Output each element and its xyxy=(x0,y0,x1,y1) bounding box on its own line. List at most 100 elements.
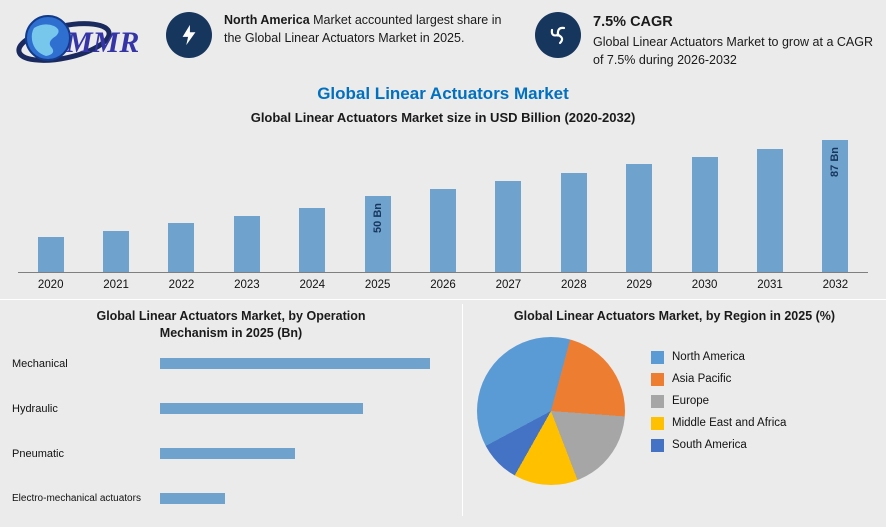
callout-rest-text: Market accounted largest share in the Gl… xyxy=(224,13,502,45)
hbar-1 xyxy=(160,403,363,415)
bar-2020 xyxy=(37,237,64,272)
operation-mechanism-title: Global Linear Actuators Market, by Opera… xyxy=(96,309,366,340)
xaxis-label-2027: 2027 xyxy=(495,279,522,291)
callout-cagr: 7.5% CAGR Global Linear Actuators Market… xyxy=(535,8,876,69)
hbar-2 xyxy=(160,448,295,460)
xaxis-label-2023: 2023 xyxy=(234,279,260,291)
bar-2021 xyxy=(103,231,130,272)
operation-mechanism-bars: Mechanical Hydraulic Pneumatic Electro-mech… xyxy=(0,358,462,505)
hbar-row: Pneumatic xyxy=(0,448,462,460)
legend-item: South America xyxy=(651,438,786,452)
section-divider xyxy=(0,299,886,300)
bottom-section: Global Linear Actuators Market, by Opera… xyxy=(0,304,886,516)
xaxis-label-2030: 2030 xyxy=(691,279,718,291)
legend-label: South America xyxy=(672,439,747,452)
operation-mechanism-chart: Global Linear Actuators Market, by Opera… xyxy=(0,304,462,516)
bar-value-label-2025: 50 Bn xyxy=(371,203,384,233)
cagr-description: Global Linear Actuators Market to grow a… xyxy=(593,35,873,67)
hbar-label: Hydraulic xyxy=(12,402,58,415)
region-chart: Global Linear Actuators Market, by Regio… xyxy=(463,304,886,516)
xaxis-label-2020: 2020 xyxy=(37,279,64,291)
bar-2030 xyxy=(691,157,718,272)
callout-bold-text: North America xyxy=(224,13,310,27)
bar-column-2028 xyxy=(541,133,606,272)
bar-2027 xyxy=(495,181,522,272)
xaxis-label-2028: 2028 xyxy=(561,279,587,291)
hbar-0 xyxy=(160,358,430,370)
legend-item: North America xyxy=(651,350,786,364)
legend-label: North America xyxy=(672,351,745,364)
callout-circle xyxy=(535,12,581,58)
legend-swatch xyxy=(651,394,664,408)
legend-item: Middle East and Africa xyxy=(651,416,787,430)
hbar-label: Mechanical xyxy=(12,357,68,370)
legend-item: Asia Pacific xyxy=(651,372,786,386)
hbar-row: Electro-mechanical actuators xyxy=(0,493,462,505)
turbine-icon xyxy=(550,26,566,45)
mmr-logo-text: MMR xyxy=(65,26,138,59)
callout-north-america: North America Market accounted largest s… xyxy=(166,8,507,58)
xaxis-label-2021: 2021 xyxy=(103,279,129,291)
legend-swatch xyxy=(651,438,664,452)
hbar-label: Pneumatic xyxy=(12,447,64,460)
market-size-xaxis: 2020 2021 2022 2023 2024 2025 2026 2027 2028 2029… xyxy=(18,279,868,291)
market-size-chart: 50 Bn 87 Bn 2020 2021 2022 2023 2024 2025 2026 2… xyxy=(0,133,886,291)
legend-label: Middle East and Africa xyxy=(672,417,787,430)
bar-column-2025: 50 Bn xyxy=(345,133,410,272)
vertical-divider xyxy=(462,304,463,516)
bar-2023 xyxy=(233,216,260,272)
hbar-row: Mechanical xyxy=(0,358,462,370)
market-size-chart-title: Global Linear Actuators Market size in U… xyxy=(250,110,636,125)
bar-2031 xyxy=(756,149,783,272)
bar-2026 xyxy=(430,189,457,272)
callout-circle xyxy=(166,12,212,58)
bar-column-2022 xyxy=(149,133,214,272)
xaxis-label-2029: 2029 xyxy=(626,279,652,291)
lightning-icon xyxy=(182,24,196,46)
region-chart-title: Global Linear Actuators Market, by Regio… xyxy=(513,309,836,323)
header: MMR North America Market accounted large… xyxy=(0,0,886,82)
bar-column-2030 xyxy=(672,133,737,272)
bar-column-2027 xyxy=(476,133,541,272)
bar-2032: 87 Bn xyxy=(822,140,849,272)
hbar-label: Electro-mechanical actuators xyxy=(12,493,141,505)
cagr-value: 7.5% CAGR xyxy=(593,14,673,30)
region-legend: North America Asia Pacific Europe Middle Ea… xyxy=(651,337,786,461)
bar-2025: 50 Bn xyxy=(364,196,391,272)
legend-swatch xyxy=(651,350,664,364)
region-pie xyxy=(477,336,625,485)
bar-2022 xyxy=(168,223,195,272)
mmr-logo: MMR xyxy=(16,15,138,63)
bar-column-2029 xyxy=(607,133,672,272)
bar-column-2032: 87 Bn xyxy=(803,133,868,272)
bar-2024 xyxy=(299,208,326,272)
bar-column-2020 xyxy=(18,133,83,272)
legend-label: Europe xyxy=(672,395,710,408)
callout-text: 7.5% CAGR Global Linear Actuators Market… xyxy=(593,8,876,69)
bar-column-2021 xyxy=(83,133,148,272)
market-size-bars: 50 Bn 87 Bn xyxy=(18,133,868,273)
legend-swatch xyxy=(651,372,664,386)
legend-label: Asia Pacific xyxy=(672,373,732,386)
bar-column-2024 xyxy=(280,133,345,272)
hbar-row: Hydraulic xyxy=(0,403,462,415)
legend-swatch xyxy=(651,416,664,430)
callout-text: North America Market accounted largest s… xyxy=(224,8,507,47)
bar-2028 xyxy=(560,173,587,272)
xaxis-label-2026: 2026 xyxy=(430,279,456,291)
bar-column-2031 xyxy=(737,133,802,272)
xaxis-label-2031: 2031 xyxy=(757,279,783,291)
hbar-3 xyxy=(160,493,225,505)
xaxis-label-2022: 2022 xyxy=(168,279,195,291)
xaxis-label-2025: 2025 xyxy=(364,279,391,291)
bar-value-label-2032: 87 Bn xyxy=(829,147,842,177)
bar-column-2026 xyxy=(410,133,475,272)
xaxis-label-2032: 2032 xyxy=(822,279,849,291)
bar-column-2023 xyxy=(214,133,279,272)
region-pie-wrap: North America Asia Pacific Europe Middle Ea… xyxy=(463,336,886,485)
bar-2029 xyxy=(626,164,653,272)
legend-item: Europe xyxy=(651,394,786,408)
page-title: Global Linear Actuators Market xyxy=(317,84,569,103)
xaxis-label-2024: 2024 xyxy=(299,279,326,291)
